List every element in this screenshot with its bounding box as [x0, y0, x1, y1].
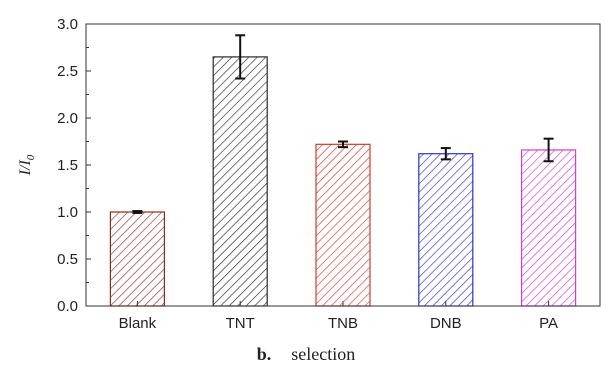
y-tick-label: 2.0	[57, 110, 78, 127]
y-tick-label: 3.0	[57, 16, 78, 33]
bar-tnt	[212, 56, 268, 307]
caption-text: selection	[291, 344, 356, 364]
y-tick-label: 1.0	[57, 204, 78, 221]
y-tick-label: 1.5	[57, 157, 78, 174]
error-bars	[132, 34, 554, 214]
y-axis-title: I/I0	[17, 154, 37, 176]
y-axis-label: I/I0	[17, 154, 37, 176]
bar-tnb	[315, 143, 371, 307]
x-tick-label: DNB	[430, 315, 462, 332]
bar-blank	[109, 211, 166, 307]
bar-dnb	[418, 153, 474, 307]
x-tick-label: TNB	[328, 315, 358, 332]
x-tick-label: TNT	[226, 315, 255, 332]
y-tick-label: 2.5	[57, 63, 78, 80]
tick-labels: 0.0 0.5 1.0 1.5 2.0 2.5 3.0 Blank TNT TNB DNB PA	[57, 16, 558, 332]
y-tick-label: 0.0	[57, 298, 78, 315]
bars	[109, 56, 577, 307]
bar-pa	[520, 149, 577, 307]
plot-frame	[85, 23, 601, 307]
x-tick-label: PA	[539, 315, 558, 332]
y-tick-label: 0.5	[57, 251, 78, 268]
x-tick-label: Blank	[119, 315, 157, 332]
figure-caption: b. selection	[0, 344, 612, 365]
panel-label: b.	[256, 344, 272, 364]
